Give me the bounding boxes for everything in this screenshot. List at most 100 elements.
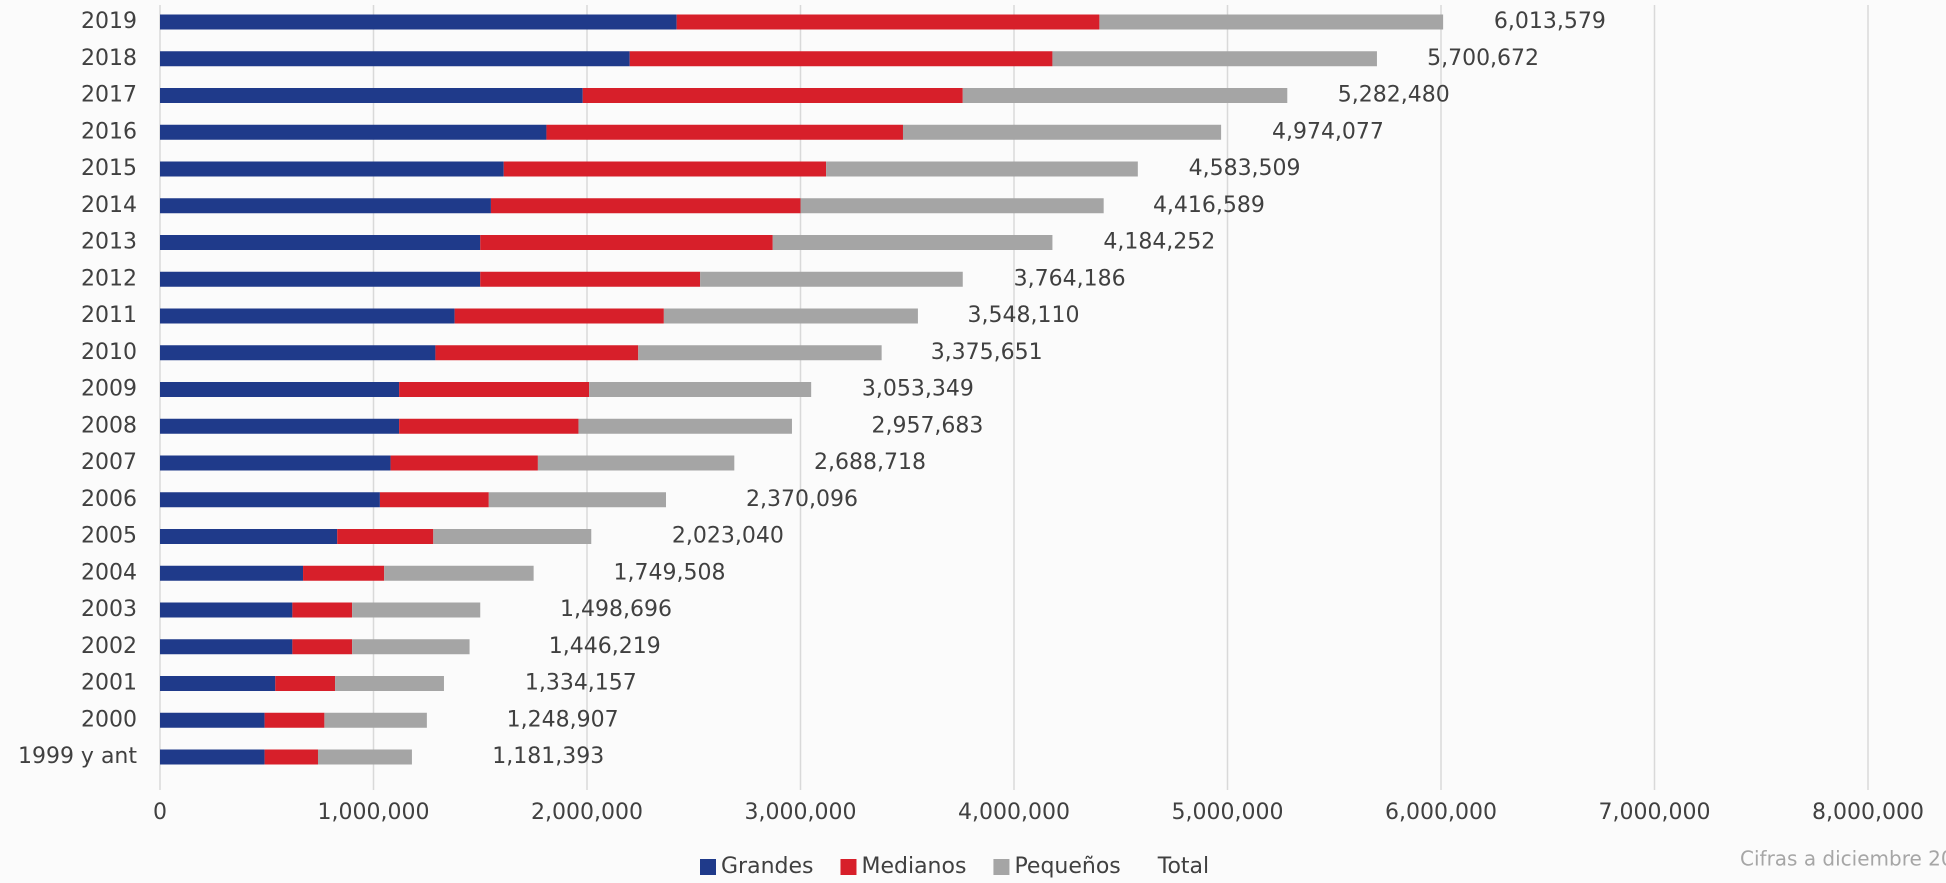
y-tick-label: 2012 <box>81 266 137 291</box>
y-tick-label: 2013 <box>81 230 137 255</box>
legend-swatch <box>993 859 1010 875</box>
bar-segment <box>160 14 677 30</box>
y-tick-label: 1999 y ant <box>18 744 137 769</box>
bar-segment <box>399 382 590 397</box>
bar-segment <box>490 198 801 214</box>
bar-segment <box>772 235 1053 250</box>
y-tick-label: 2007 <box>81 450 137 475</box>
bar-segment <box>962 88 1288 103</box>
total-label: 4,974,077 <box>1272 119 1384 144</box>
total-label: 4,416,589 <box>1153 193 1265 218</box>
bar-segment <box>589 382 812 397</box>
y-tick-label: 2010 <box>81 340 137 365</box>
bar-segment <box>160 161 504 177</box>
bar-segment <box>264 712 325 728</box>
bar-segment <box>160 602 293 618</box>
bar-segment <box>160 235 481 250</box>
total-label: 4,583,509 <box>1189 156 1301 181</box>
bar-segment <box>578 418 792 434</box>
bar-segment <box>317 749 412 765</box>
bar-segment <box>826 161 1138 177</box>
x-tick-label: 7,000,000 <box>1599 800 1711 825</box>
bar-segment <box>324 712 427 728</box>
total-label: 3,053,349 <box>862 377 974 402</box>
legend-label: Medianos <box>861 854 966 879</box>
y-tick-label: 2004 <box>81 560 137 585</box>
bar-segment <box>480 235 773 250</box>
bar-segment <box>454 308 664 324</box>
x-tick-label: 4,000,000 <box>958 800 1070 825</box>
bar-segment <box>1052 51 1377 67</box>
total-label: 1,334,157 <box>525 671 637 696</box>
y-tick-label: 2014 <box>81 193 137 218</box>
x-tick-label: 3,000,000 <box>745 800 857 825</box>
bar-segment <box>384 565 534 581</box>
y-tick-label: 2005 <box>81 524 137 549</box>
bar-segment <box>160 492 380 508</box>
legend-label: Total <box>1157 854 1209 879</box>
bar-segment <box>800 198 1104 214</box>
legend-label: Pequeños <box>1014 854 1120 879</box>
y-tick-label: 2000 <box>81 707 137 732</box>
bar-segment <box>337 529 434 544</box>
bar-segment <box>546 124 903 140</box>
y-tick-label: 2016 <box>81 119 137 144</box>
bar-segment <box>160 565 304 581</box>
bar-segment <box>160 712 265 728</box>
bar-segment <box>160 418 400 434</box>
footnote: Cifras a diciembre 20 <box>1740 847 1946 871</box>
y-tick-label: 2017 <box>81 83 137 108</box>
y-tick-label: 2019 <box>81 9 137 34</box>
total-label: 2,023,040 <box>672 524 784 549</box>
bar-segment <box>488 492 666 508</box>
bar-segment <box>379 492 489 508</box>
total-label: 3,375,651 <box>931 340 1043 365</box>
total-label: 6,013,579 <box>1494 9 1606 34</box>
bar-segment <box>292 639 353 655</box>
y-tick-label: 2009 <box>81 377 137 402</box>
total-label: 1,248,907 <box>507 707 619 732</box>
bar-segment <box>663 308 918 324</box>
y-tick-label: 2015 <box>81 156 137 181</box>
total-label: 2,957,683 <box>871 413 983 438</box>
bar-segment <box>352 639 470 655</box>
bar-segment <box>399 418 579 434</box>
x-tick-label: 8,000,000 <box>1812 800 1924 825</box>
bar-segment <box>160 639 293 655</box>
bar-segment <box>582 88 963 103</box>
x-tick-label: 5,000,000 <box>1172 800 1284 825</box>
total-label: 2,370,096 <box>746 487 858 512</box>
bar-segment <box>160 198 491 214</box>
bar-segment <box>160 676 276 691</box>
bar-segment <box>335 676 444 691</box>
bar-segment <box>160 455 391 471</box>
bar-segment <box>160 382 400 397</box>
y-tick-label: 2003 <box>81 597 137 622</box>
bar-segment <box>390 455 538 471</box>
bar-segment <box>160 124 547 140</box>
bar-segment <box>160 345 436 361</box>
bar-segment <box>902 124 1222 140</box>
total-label: 1,446,219 <box>549 634 661 659</box>
legend-label: Grandes <box>721 854 813 879</box>
x-tick-label: 6,000,000 <box>1385 800 1497 825</box>
y-tick-label: 2001 <box>81 671 137 696</box>
bar-segment <box>537 455 735 471</box>
total-label: 3,548,110 <box>968 303 1080 328</box>
bar-segment <box>160 51 630 67</box>
x-tick-label: 1,000,000 <box>318 800 430 825</box>
bar-segment <box>275 676 336 691</box>
y-tick-label: 2018 <box>81 46 137 71</box>
bar-segment <box>160 308 455 324</box>
legend-swatch <box>840 859 857 875</box>
bar-segment <box>160 529 338 544</box>
total-label: 2,688,718 <box>814 450 926 475</box>
legend-swatch <box>700 859 716 875</box>
bar-segment <box>676 14 1100 30</box>
y-tick-label: 2011 <box>81 303 137 328</box>
bar-segment <box>480 271 701 287</box>
bar-segment <box>264 749 318 765</box>
total-label: 5,282,480 <box>1338 83 1450 108</box>
